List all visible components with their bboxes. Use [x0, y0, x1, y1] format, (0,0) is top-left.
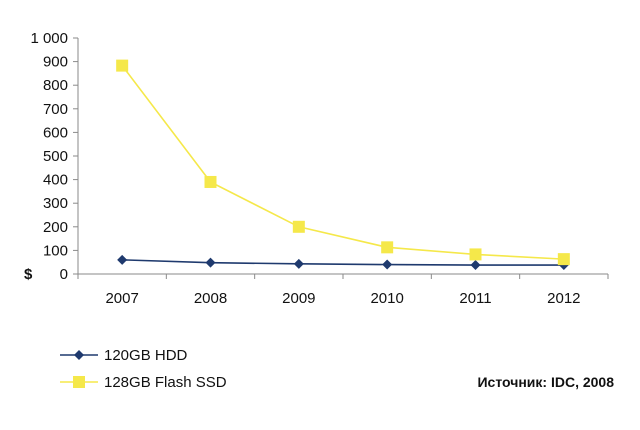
data-point	[117, 254, 128, 265]
x-tick-label: 2012	[547, 290, 580, 307]
y-tick-label: 0	[60, 266, 68, 283]
y-tick-label: 100	[43, 242, 68, 259]
y-tick-label: 900	[43, 54, 68, 71]
series-line	[122, 259, 564, 266]
legend-label: 120GB HDD	[104, 347, 188, 364]
chart-axes	[77, 38, 608, 275]
y-axis: 0 100 200 300 400 500 600 700 800 900 1 000	[30, 30, 78, 283]
legend-label: 128GB Flash SSD	[104, 374, 227, 391]
data-point	[469, 248, 482, 261]
data-point	[205, 257, 216, 268]
x-tick-label: 2009	[282, 290, 315, 307]
data-point	[116, 59, 129, 72]
y-tick-label: 800	[43, 77, 68, 94]
legend-marker	[73, 376, 85, 388]
legend-item: 128GB Flash SSD	[60, 374, 227, 391]
data-point	[381, 241, 394, 254]
x-tick-label: 2007	[105, 290, 138, 307]
data-point	[382, 259, 393, 270]
series-128gb-flash-ssd	[116, 59, 570, 266]
y-tick-label: 700	[43, 101, 68, 118]
series-line	[121, 65, 564, 260]
y-tick-label: 200	[43, 219, 68, 236]
data-point	[470, 260, 481, 271]
data-point	[293, 258, 304, 269]
data-point	[557, 253, 570, 266]
legend-item: 120GB HDD	[60, 347, 188, 364]
y-tick-label: 600	[43, 124, 68, 141]
x-tick-label: 2008	[194, 290, 227, 307]
series-layer	[116, 59, 570, 271]
y-axis-currency-label: $	[24, 266, 33, 283]
legend-marker	[74, 350, 84, 360]
series-120gb-hdd	[117, 254, 569, 271]
x-axis: 2007 2008 2009 2010 2011 2012	[77, 274, 609, 307]
data-point	[204, 175, 217, 188]
data-point	[292, 220, 305, 233]
x-tick-label: 2011	[459, 290, 491, 307]
legend: 120GB HDD 128GB Flash SSD	[60, 347, 227, 391]
y-tick-label: 300	[43, 195, 68, 212]
source-note: Источник: IDC, 2008	[477, 374, 614, 390]
y-tick-label: 500	[43, 148, 68, 165]
x-tick-label: 2010	[370, 290, 403, 307]
y-tick-label: 1 000	[30, 30, 68, 47]
y-tick-label: 400	[43, 172, 68, 189]
